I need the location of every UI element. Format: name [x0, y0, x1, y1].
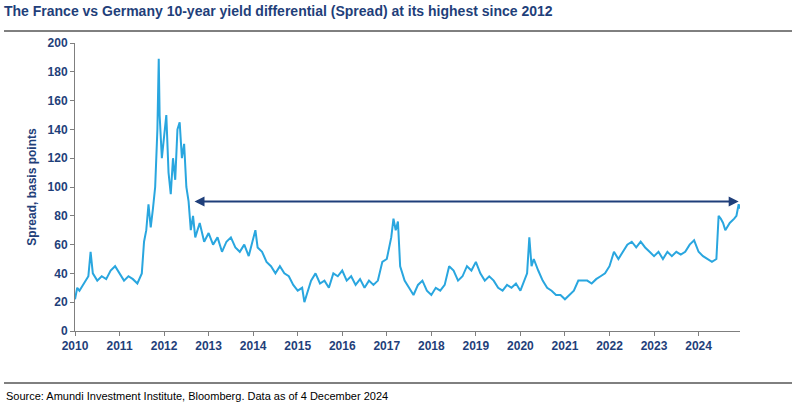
svg-text:The France vs Germany 10-year: The France vs Germany 10-year yield diff…	[4, 3, 553, 19]
svg-text:2019: 2019	[463, 339, 490, 353]
svg-text:180: 180	[48, 65, 68, 79]
svg-text:2018: 2018	[418, 339, 445, 353]
svg-text:2024: 2024	[685, 339, 712, 353]
svg-text:2017: 2017	[373, 339, 400, 353]
svg-text:2015: 2015	[284, 339, 311, 353]
svg-text:2021: 2021	[552, 339, 579, 353]
svg-text:200: 200	[48, 36, 68, 50]
svg-text:Source: Amundi Investment Inst: Source: Amundi Investment Institute, Blo…	[6, 390, 388, 402]
svg-text:100: 100	[48, 180, 68, 194]
svg-text:120: 120	[48, 151, 68, 165]
svg-text:Spread, basis points: Spread, basis points	[25, 128, 39, 246]
svg-text:2010: 2010	[62, 339, 89, 353]
svg-text:80: 80	[54, 209, 68, 223]
svg-text:60: 60	[54, 238, 68, 252]
svg-text:40: 40	[54, 267, 68, 281]
svg-text:2014: 2014	[240, 339, 267, 353]
svg-text:20: 20	[54, 295, 68, 309]
svg-text:160: 160	[48, 94, 68, 108]
svg-text:2020: 2020	[507, 339, 534, 353]
svg-text:2011: 2011	[107, 339, 133, 353]
svg-text:140: 140	[48, 123, 68, 137]
svg-text:2012: 2012	[151, 339, 178, 353]
svg-text:2022: 2022	[596, 339, 623, 353]
svg-text:2016: 2016	[329, 339, 356, 353]
svg-text:0: 0	[61, 324, 68, 338]
svg-text:2013: 2013	[195, 339, 222, 353]
svg-text:2023: 2023	[641, 339, 668, 353]
